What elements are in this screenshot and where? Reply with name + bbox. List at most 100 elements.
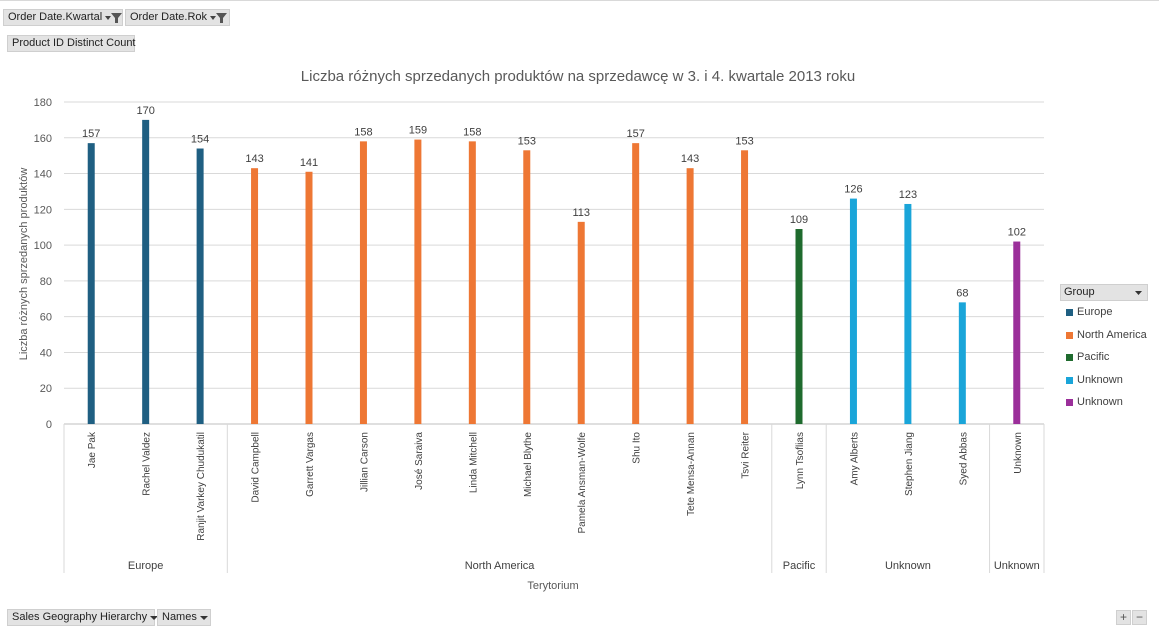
data-label: 153 — [735, 135, 753, 147]
quarter-filter-label: Order Date.Kwartal — [8, 11, 103, 23]
year-filter-button[interactable]: Order Date.Rok — [125, 9, 230, 26]
x-tick-label: David Campbell — [251, 432, 262, 503]
expand-button[interactable]: + — [1116, 610, 1131, 625]
y-tick-label: 180 — [34, 97, 52, 109]
y-tick-label: 120 — [34, 204, 52, 216]
group-label: Europe — [128, 560, 163, 572]
geo-hierarchy-button[interactable]: Sales Geography Hierarchy — [7, 609, 159, 626]
legend-group-dropdown[interactable]: Group — [1060, 284, 1148, 301]
y-tick-label: 80 — [40, 276, 52, 288]
chevron-down-icon — [199, 613, 209, 623]
value-field-button[interactable]: Product ID Distinct Count — [7, 35, 136, 52]
x-tick-label: Lynn Tsoflias — [795, 432, 806, 489]
collapse-button[interactable]: − — [1132, 610, 1147, 625]
bar — [87, 143, 95, 424]
chart-title: Liczba różnych sprzedanych produktów na … — [301, 68, 855, 85]
y-tick-label: 160 — [34, 133, 52, 145]
bar — [523, 150, 531, 425]
x-tick-label: Amy Alberts — [849, 432, 860, 485]
bar — [958, 302, 966, 424]
bar — [1013, 241, 1021, 424]
bar — [359, 141, 367, 424]
y-tick-label: 20 — [40, 383, 52, 395]
data-label: 113 — [572, 207, 590, 219]
legend-label: Europe — [1077, 306, 1113, 318]
data-label: 141 — [300, 157, 318, 169]
legend-swatch — [1066, 398, 1073, 406]
data-label: 68 — [956, 287, 968, 299]
x-tick-label: Unknown — [1013, 432, 1024, 474]
x-tick-label: Pamela Ansman-Wolfe — [577, 432, 588, 534]
bars: 157 170 154 143 141 158 159 158 153 113 157 143 153 1… — [82, 105, 1026, 425]
x-tick-label: Linda Mitchell — [468, 432, 479, 493]
legend-label: Pacific — [1077, 351, 1110, 363]
bar — [414, 139, 422, 425]
legend-swatch — [1066, 331, 1073, 339]
data-label: 158 — [463, 126, 481, 138]
bar — [741, 150, 749, 425]
x-axis-label: Terytorium — [527, 580, 578, 592]
x-tick-label: Garrett Vargas — [305, 432, 316, 497]
bar — [305, 171, 313, 424]
x-tick-label: Syed Abbas — [958, 432, 969, 485]
legend-item-north-america: North America — [1066, 329, 1147, 341]
y-axis-label: Liczba różnych sprzedanych produktów — [18, 168, 30, 361]
data-label: 170 — [136, 105, 154, 117]
data-label: 143 — [245, 153, 263, 165]
filter-dropdown-icon — [105, 12, 123, 24]
y-tick-label: 60 — [40, 312, 52, 324]
legend-item-pacific: Pacific — [1066, 351, 1109, 363]
chevron-down-icon — [1134, 285, 1143, 304]
chevron-down-icon — [150, 613, 159, 623]
legend-item-unknown-purple: Unknown — [1066, 396, 1123, 408]
x-tick-label: Shu Ito — [632, 432, 643, 464]
bar — [849, 198, 857, 424]
x-tick-label: Jillian Carson — [359, 432, 370, 492]
data-label: 143 — [681, 153, 699, 165]
bar — [904, 203, 912, 424]
x-tick-label: Ranjit Varkey Chudukatil — [196, 432, 207, 541]
bar — [632, 143, 640, 424]
names-field-label: Names — [162, 611, 197, 623]
bar — [795, 229, 803, 424]
filter-dropdown-icon — [210, 12, 228, 24]
legend-swatch — [1066, 308, 1073, 316]
bar — [196, 148, 204, 424]
x-tick-label: José Saraiva — [414, 432, 425, 490]
y-tick-label: 100 — [34, 240, 52, 252]
bar — [468, 141, 476, 424]
legend-label: North America — [1077, 329, 1147, 341]
legend-label: Unknown — [1077, 374, 1123, 386]
quarter-filter-button[interactable]: Order Date.Kwartal — [3, 9, 123, 26]
x-tick-label: Tsvi Reiter — [741, 431, 752, 478]
x-axis: Jae Pak Rachel Valdez Ranjit Varkey Chuduk… — [63, 424, 1045, 573]
legend-swatch — [1066, 376, 1073, 384]
data-label: 158 — [354, 126, 372, 138]
data-label: 157 — [82, 128, 100, 140]
legend-item-europe: Europe — [1066, 306, 1112, 318]
x-tick-label: Tete Mensa-Annan — [686, 432, 697, 516]
x-tick-label: Stephen Jiang — [904, 432, 915, 496]
x-tick-label: Jae Pak — [87, 431, 98, 468]
names-field-button[interactable]: Names — [157, 609, 211, 626]
group-label: Unknown — [994, 560, 1040, 572]
data-label: 123 — [899, 189, 917, 201]
bar — [686, 168, 694, 424]
data-label: 102 — [1008, 227, 1026, 239]
y-tick-label: 0 — [46, 419, 52, 431]
group-label: North America — [465, 560, 536, 572]
y-tick-label: 40 — [40, 347, 52, 359]
legend-label: Unknown — [1077, 396, 1123, 408]
legend-title: Group — [1064, 286, 1095, 298]
data-label: 126 — [844, 184, 862, 196]
data-label: 157 — [626, 128, 644, 140]
legend-item-unknown-blue: Unknown — [1066, 374, 1123, 386]
year-filter-label: Order Date.Rok — [130, 11, 208, 23]
bar — [251, 168, 259, 424]
top-border — [0, 0, 1159, 1]
geo-hierarchy-label: Sales Geography Hierarchy — [12, 611, 148, 623]
data-label: 159 — [409, 125, 427, 137]
data-label: 154 — [191, 134, 209, 146]
x-tick-label: Michael Blythe — [523, 432, 534, 497]
